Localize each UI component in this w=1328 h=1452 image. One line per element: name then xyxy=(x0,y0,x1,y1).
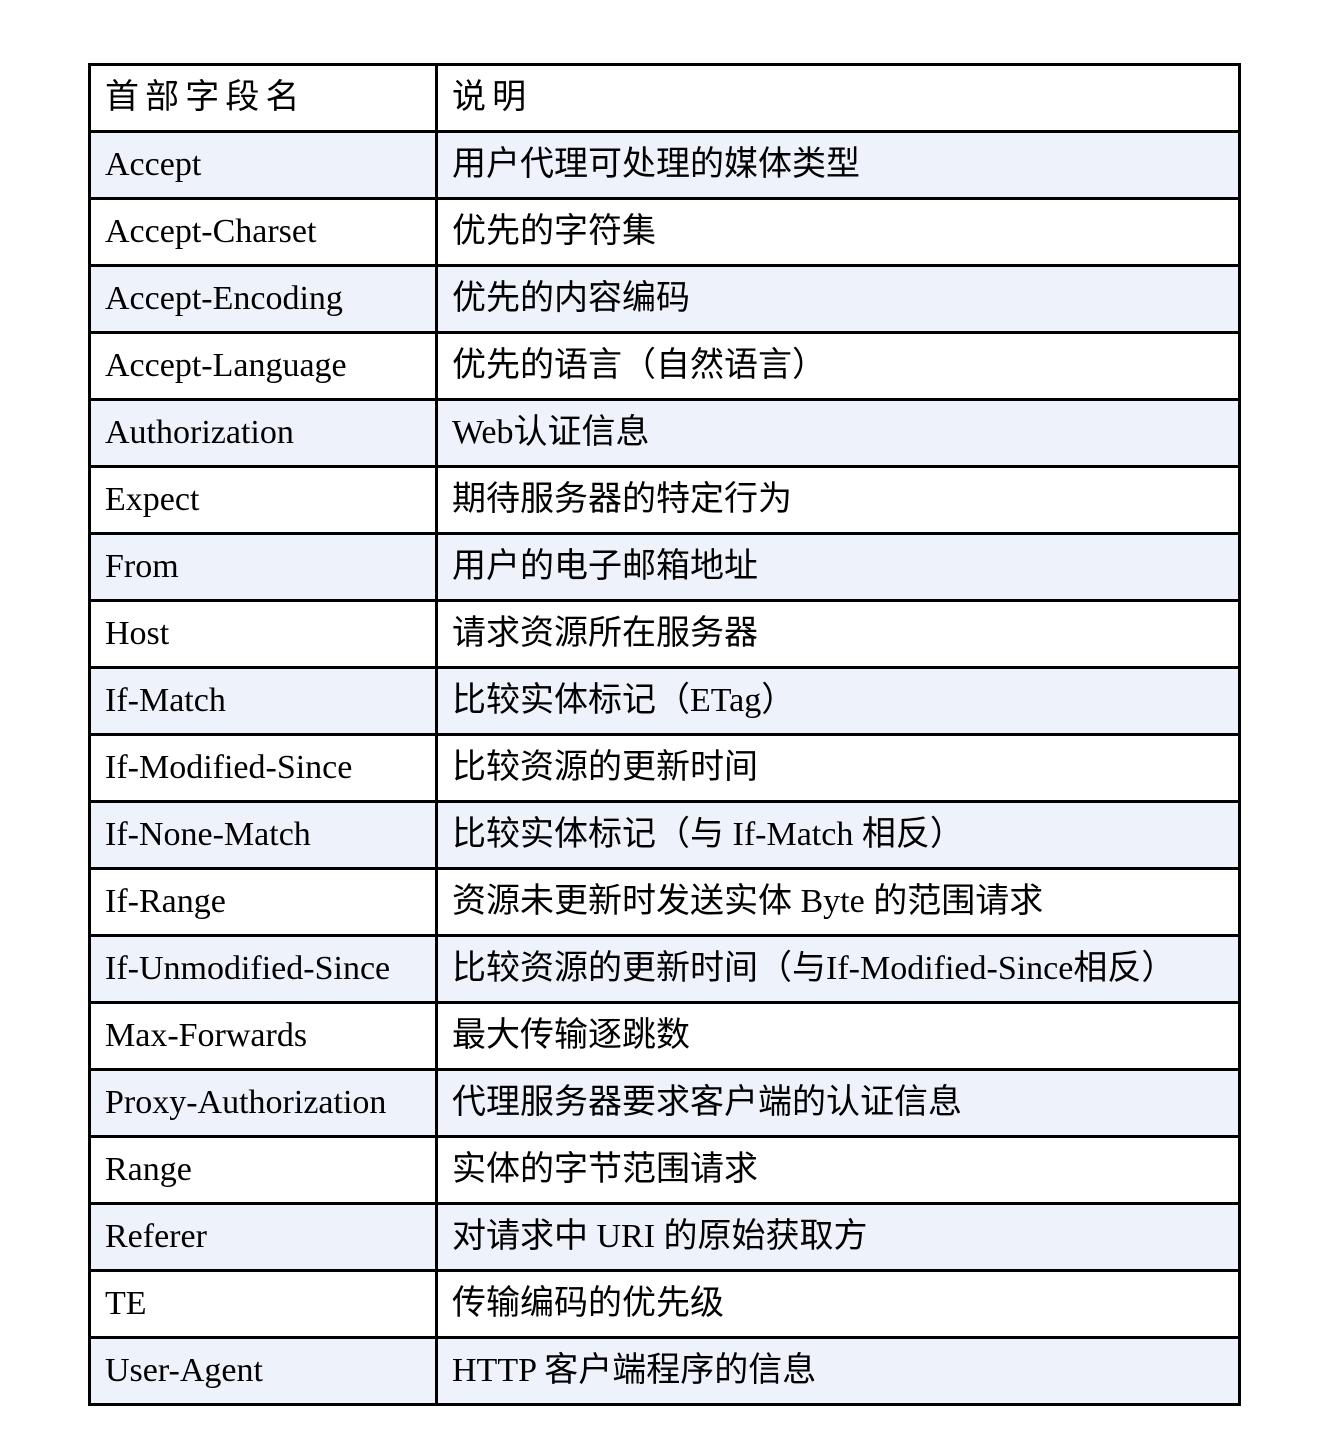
header-field-name-cell: Authorization xyxy=(88,398,438,468)
header-field-description-cell: 期待服务器的特定行为 xyxy=(435,465,1241,535)
header-field-name-cell: Proxy-Authorization xyxy=(88,1068,438,1138)
header-field-description-cell: 实体的字节范围请求 xyxy=(435,1135,1241,1205)
header-field-description-cell: 优先的内容编码 xyxy=(435,264,1241,334)
header-field-name-cell: TE xyxy=(88,1269,438,1339)
header-field-name-cell: Accept-Language xyxy=(88,331,438,401)
header-field-description-cell: 最大传输逐跳数 xyxy=(435,1001,1241,1071)
table-row: Accept-Charset 优先的字符集 xyxy=(88,197,1241,267)
header-field-name-cell: Accept xyxy=(88,130,438,200)
table-row: User-Agent HTTP 客户端程序的信息 xyxy=(88,1336,1241,1406)
header-field-name-cell: Expect xyxy=(88,465,438,535)
header-field-description-cell: 比较实体标记（ETag） xyxy=(435,666,1241,736)
table-row: Range 实体的字节范围请求 xyxy=(88,1135,1241,1205)
header-field-description-cell: 比较资源的更新时间（与If-Modified-Since相反） xyxy=(435,934,1241,1004)
column-header-description: 说明 xyxy=(435,63,1241,133)
table-row: Proxy-Authorization 代理服务器要求客户端的认证信息 xyxy=(88,1068,1241,1138)
header-field-description-cell: 请求资源所在服务器 xyxy=(435,599,1241,669)
header-field-name-cell: Host xyxy=(88,599,438,669)
column-header-field-name: 首部字段名 xyxy=(88,63,438,133)
table-row: If-None-Match 比较实体标记（与 If-Match 相反） xyxy=(88,800,1241,870)
header-field-name-cell: If-None-Match xyxy=(88,800,438,870)
table-body: Accept 用户代理可处理的媒体类型 Accept-Charset 优先的字符… xyxy=(88,130,1241,1406)
header-field-description-cell: 传输编码的优先级 xyxy=(435,1269,1241,1339)
table-row: Authorization Web认证信息 xyxy=(88,398,1241,468)
header-field-name-cell: If-Match xyxy=(88,666,438,736)
header-field-name-cell: Referer xyxy=(88,1202,438,1272)
header-field-name-cell: Accept-Encoding xyxy=(88,264,438,334)
header-field-name-cell: Accept-Charset xyxy=(88,197,438,267)
table-row: Expect 期待服务器的特定行为 xyxy=(88,465,1241,535)
header-field-description-cell: 对请求中 URI 的原始获取方 xyxy=(435,1202,1241,1272)
header-field-description-cell: Web认证信息 xyxy=(435,398,1241,468)
header-field-name-cell: Max-Forwards xyxy=(88,1001,438,1071)
table-row: Host 请求资源所在服务器 xyxy=(88,599,1241,669)
table-row: Accept 用户代理可处理的媒体类型 xyxy=(88,130,1241,200)
header-field-name-cell: If-Modified-Since xyxy=(88,733,438,803)
header-field-description-cell: 代理服务器要求客户端的认证信息 xyxy=(435,1068,1241,1138)
table-row: TE 传输编码的优先级 xyxy=(88,1269,1241,1339)
table-row: Accept-Language 优先的语言（自然语言） xyxy=(88,331,1241,401)
header-field-description-cell: 用户代理可处理的媒体类型 xyxy=(435,130,1241,200)
table-row: Max-Forwards 最大传输逐跳数 xyxy=(88,1001,1241,1071)
header-field-description-cell: 用户的电子邮箱地址 xyxy=(435,532,1241,602)
header-field-name-cell: From xyxy=(88,532,438,602)
table-row: Referer 对请求中 URI 的原始获取方 xyxy=(88,1202,1241,1272)
table-row: From 用户的电子邮箱地址 xyxy=(88,532,1241,602)
header-field-name-cell: User-Agent xyxy=(88,1336,438,1406)
header-field-name-cell: If-Range xyxy=(88,867,438,937)
table-row: Accept-Encoding 优先的内容编码 xyxy=(88,264,1241,334)
table-row: If-Unmodified-Since 比较资源的更新时间（与If-Modifi… xyxy=(88,934,1241,1004)
header-field-description-cell: 优先的字符集 xyxy=(435,197,1241,267)
header-field-description-cell: 比较资源的更新时间 xyxy=(435,733,1241,803)
table-row: If-Match 比较实体标记（ETag） xyxy=(88,666,1241,736)
table-header-row: 首部字段名 说明 xyxy=(88,63,1241,133)
header-field-name-cell: If-Unmodified-Since xyxy=(88,934,438,1004)
table-row: If-Modified-Since 比较资源的更新时间 xyxy=(88,733,1241,803)
http-request-headers-table: 首部字段名 说明 Accept 用户代理可处理的媒体类型 Accept-Char… xyxy=(88,63,1241,1406)
header-field-description-cell: 优先的语言（自然语言） xyxy=(435,331,1241,401)
header-field-description-cell: HTTP 客户端程序的信息 xyxy=(435,1336,1241,1406)
table-row: If-Range 资源未更新时发送实体 Byte 的范围请求 xyxy=(88,867,1241,937)
header-field-description-cell: 资源未更新时发送实体 Byte 的范围请求 xyxy=(435,867,1241,937)
header-field-name-cell: Range xyxy=(88,1135,438,1205)
header-field-description-cell: 比较实体标记（与 If-Match 相反） xyxy=(435,800,1241,870)
